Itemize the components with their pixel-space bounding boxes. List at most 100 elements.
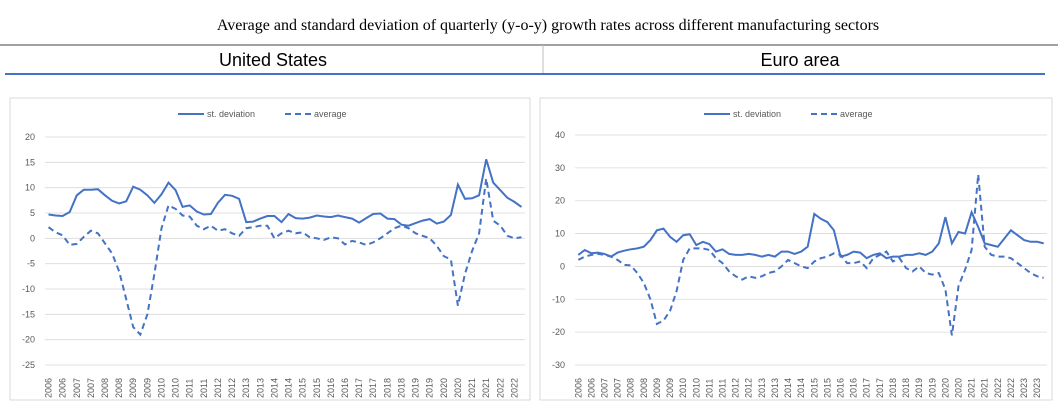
x-tick-label: 2009 [652,378,662,398]
y-tick-label: -30 [552,360,565,370]
legend-label: average [314,109,347,119]
x-tick-label: 2012 [731,378,741,398]
x-tick-label: 2013 [757,378,767,398]
y-tick-label: 30 [555,163,565,173]
figure-title: Average and standard deviation of quarte… [217,17,879,34]
x-tick-label: 2023 [1032,378,1042,398]
x-tick-label: 2012 [744,378,754,398]
data-line [47,178,522,337]
x-tick-label: 2008 [626,378,636,398]
x-tick-label: 2014 [269,378,279,398]
column-header: Euro area [760,50,840,70]
x-tick-label: 2019 [411,378,421,398]
x-tick-label: 2019 [914,378,924,398]
y-tick-label: -25 [22,360,35,370]
legend-label: average [840,109,873,119]
x-tick-label: 2018 [382,378,392,398]
y-tick-label: 40 [555,130,565,140]
x-tick-label: 2007 [86,378,96,398]
legend-label: st. deviation [733,109,781,119]
x-tick-label: 2014 [783,378,793,398]
x-tick-label: 2011 [185,379,195,398]
x-tick-label: 2016 [849,378,859,398]
x-tick-label: 2020 [439,378,449,398]
x-tick-label: 2018 [888,378,898,398]
y-tick-label: 10 [25,183,35,193]
y-tick-label: -20 [552,327,565,337]
chart-frame [9,97,531,401]
x-tick-label: 2006 [573,378,583,398]
y-tick-label: 20 [25,132,35,142]
x-tick-label: 2022 [509,378,519,398]
y-tick-label: 20 [555,196,565,206]
x-tick-label: 2020 [940,378,950,398]
x-tick-label: 2011 [704,379,714,398]
x-tick-label: 2023 [1019,378,1029,398]
y-tick-label: 15 [25,157,35,167]
x-tick-label: 2007 [600,378,610,398]
x-tick-label: 2018 [901,378,911,398]
x-tick-label: 2011 [718,379,728,398]
column-header: United States [219,50,327,70]
x-tick-label: 2022 [993,378,1003,398]
data-line [577,209,1044,260]
x-tick-label: 2017 [875,378,885,398]
x-tick-label: 2009 [665,378,675,398]
x-tick-label: 2022 [1006,378,1016,398]
x-tick-label: 2012 [227,378,237,398]
legend-label: st. deviation [207,109,255,119]
x-tick-label: 2008 [100,378,110,398]
x-tick-label: 2017 [368,378,378,398]
y-tick-label: -20 [22,335,35,345]
x-tick-label: 2010 [691,378,701,398]
x-tick-label: 2021 [967,378,977,398]
x-tick-label: 2014 [284,378,294,398]
data-line [577,174,1044,336]
x-tick-label: 2013 [241,378,251,398]
x-tick-label: 2015 [312,378,322,398]
x-tick-label: 2016 [340,378,350,398]
y-tick-label: -5 [27,259,35,269]
x-tick-label: 2017 [354,378,364,398]
x-tick-label: 2019 [927,378,937,398]
x-tick-label: 2006 [44,378,54,398]
data-line [48,159,523,227]
x-tick-label: 2017 [862,378,872,398]
x-tick-label: 2016 [836,378,846,398]
x-tick-label: 2014 [796,378,806,398]
x-tick-label: 2018 [396,378,406,398]
x-tick-label: 2006 [58,378,68,398]
x-tick-label: 2006 [586,378,596,398]
x-tick-label: 2015 [298,378,308,398]
x-tick-label: 2008 [639,378,649,398]
x-tick-label: 2011 [199,379,209,398]
x-tick-label: 2010 [171,378,181,398]
x-tick-label: 2010 [678,378,688,398]
x-tick-label: 2021 [481,378,491,398]
x-tick-label: 2015 [809,378,819,398]
y-tick-label: 10 [555,229,565,239]
x-tick-label: 2007 [613,378,623,398]
x-tick-label: 2022 [495,378,505,398]
y-tick-label: 0 [560,261,565,271]
y-tick-label: -10 [552,294,565,304]
x-tick-label: 2007 [72,378,82,398]
y-tick-label: 0 [30,233,35,243]
x-tick-label: 2021 [980,378,990,398]
x-tick-label: 2009 [142,378,152,398]
x-tick-label: 2013 [255,378,265,398]
x-tick-label: 2008 [114,378,124,398]
x-tick-label: 2015 [822,378,832,398]
x-tick-label: 2013 [770,378,780,398]
x-tick-label: 2019 [425,378,435,398]
x-tick-label: 2009 [128,378,138,398]
x-tick-label: 2016 [326,378,336,398]
x-tick-label: 2010 [156,378,166,398]
y-tick-label: 5 [30,208,35,218]
chart-frame [539,97,1053,401]
x-tick-label: 2012 [213,378,223,398]
x-tick-label: 2021 [467,378,477,398]
y-tick-label: -15 [22,309,35,319]
